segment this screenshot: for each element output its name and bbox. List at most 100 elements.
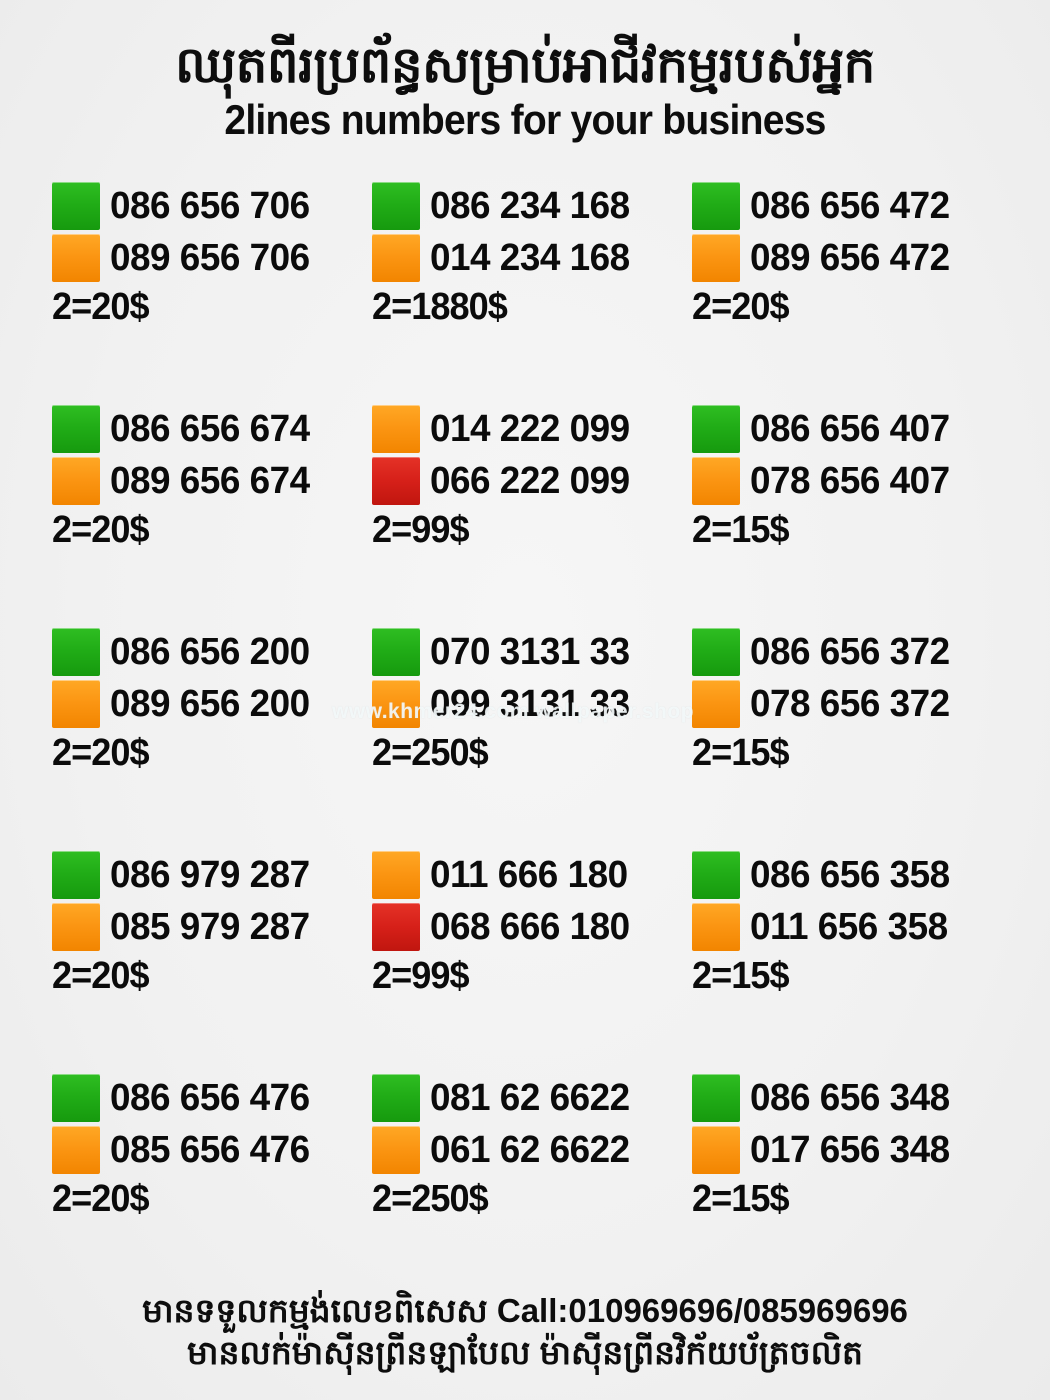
price-label: 2=20$	[51, 509, 150, 552]
price-label: 2=20$	[51, 732, 150, 775]
green-square-icon	[691, 405, 740, 454]
offer-number-line: 011 666 180	[371, 849, 692, 901]
orange-square-icon	[691, 457, 740, 506]
offer-cell[interactable]: 011 666 180 068 666 180 2=99$	[371, 843, 692, 1066]
phone-number: 086 656 407	[749, 407, 950, 450]
offer-cell[interactable]: 086 656 706 089 656 706 2=20$	[51, 174, 372, 397]
phone-number: 070 3131 33	[429, 630, 630, 673]
footer-contact-line: មានទទួលកម្មង់លេខពិសេស Call:010969696/085…	[142, 1291, 908, 1329]
phone-number: 089 656 706	[109, 236, 310, 279]
poster-header: ឈុតពីរប្រព័ន្ធសម្រាប់អាជីវកម្មរបស់អ្នក 2…	[0, 38, 1050, 144]
page-title-khmer: ឈុតពីរប្រព័ន្ធសម្រាប់អាជីវកម្មរបស់អ្នក	[175, 37, 875, 93]
offer-cell[interactable]: 086 656 358 011 656 358 2=15$	[691, 843, 1012, 1066]
phone-number: 068 666 180	[429, 905, 630, 948]
offer-number-line: 011 656 358	[691, 901, 1012, 953]
orange-square-icon	[371, 234, 420, 283]
phone-number: 086 656 472	[749, 184, 950, 227]
offer-number-line: 089 656 674	[51, 455, 372, 507]
offer-cell[interactable]: 086 234 168 014 234 168 2=1880$	[371, 174, 692, 397]
offer-cell[interactable]: 086 656 407 078 656 407 2=15$	[691, 397, 1012, 620]
phone-number: 086 656 358	[749, 853, 950, 896]
red-square-icon	[371, 457, 420, 506]
offer-number-line: 089 656 200	[51, 678, 372, 730]
offer-number-line: 086 656 348	[691, 1072, 1012, 1124]
green-square-icon	[371, 628, 420, 677]
offer-cell[interactable]: 086 656 674 089 656 674 2=20$	[51, 397, 372, 620]
orange-square-icon	[691, 680, 740, 729]
price-label: 2=250$	[371, 1178, 489, 1221]
price-label: 2=15$	[691, 955, 790, 998]
offer-number-line: 086 979 287	[51, 849, 372, 901]
phone-number: 066 222 099	[429, 459, 630, 502]
phone-number: 086 656 476	[109, 1076, 310, 1119]
offer-cell[interactable]: 014 222 099 066 222 099 2=99$	[371, 397, 692, 620]
orange-square-icon	[371, 680, 420, 729]
offer-number-line: 085 979 287	[51, 901, 372, 953]
offer-cell[interactable]: 081 62 6622 061 62 6622 2=250$	[371, 1066, 692, 1289]
phone-number: 086 656 706	[109, 184, 310, 227]
green-square-icon	[51, 851, 100, 900]
phone-number: 086 656 674	[109, 407, 310, 450]
offer-cell[interactable]: 086 656 348 017 656 348 2=15$	[691, 1066, 1012, 1289]
phone-number: 086 656 348	[749, 1076, 950, 1119]
page-title-english: 2lines numbers for your business	[224, 96, 826, 143]
orange-square-icon	[51, 234, 100, 283]
offer-number-line: 085 656 476	[51, 1124, 372, 1176]
price-label: 2=99$	[371, 955, 470, 998]
offer-cell[interactable]: 086 656 200 089 656 200 2=20$	[51, 620, 372, 843]
offer-number-line: 086 656 706	[51, 180, 372, 232]
offer-cell[interactable]: 086 656 372 078 656 372 2=15$	[691, 620, 1012, 843]
poster-footer: មានទទួលកម្មង់លេខពិសេស Call:010969696/085…	[0, 1290, 1050, 1400]
footer-services-line: មានលក់ម៉ាស៊ីនព្រីនឡាបែល ម៉ាស៊ីនព្រីនវិក័…	[187, 1333, 863, 1371]
green-square-icon	[51, 628, 100, 677]
orange-square-icon	[51, 903, 100, 952]
offer-number-line: 078 656 407	[691, 455, 1012, 507]
phone-number: 014 222 099	[429, 407, 630, 450]
phone-number: 011 666 180	[429, 853, 628, 896]
price-label: 2=15$	[691, 509, 790, 552]
phone-number: 085 656 476	[109, 1128, 310, 1171]
phone-number: 017 656 348	[749, 1128, 950, 1171]
price-label: 2=20$	[51, 955, 150, 998]
offer-number-line: 086 656 476	[51, 1072, 372, 1124]
offer-number-line: 099 3131 33	[371, 678, 692, 730]
offer-number-line: 014 234 168	[371, 232, 692, 284]
phone-number: 011 656 358	[749, 905, 948, 948]
offers-grid: 086 656 706 089 656 706 2=20$ 086 234 168 01…	[0, 174, 1050, 1289]
offer-cell[interactable]: 086 656 476 085 656 476 2=20$	[51, 1066, 372, 1289]
price-label: 2=20$	[51, 1178, 150, 1221]
offer-number-line: 061 62 6622	[371, 1124, 692, 1176]
offer-number-line: 078 656 372	[691, 678, 1012, 730]
price-label: 2=20$	[691, 286, 790, 329]
phone-number: 085 979 287	[109, 905, 310, 948]
phone-number: 099 3131 33	[429, 682, 630, 725]
phone-number: 086 234 168	[429, 184, 630, 227]
phone-number: 086 979 287	[109, 853, 310, 896]
offer-number-line: 086 656 407	[691, 403, 1012, 455]
offer-number-line: 014 222 099	[371, 403, 692, 455]
offer-number-line: 068 666 180	[371, 901, 692, 953]
orange-square-icon	[691, 1126, 740, 1175]
price-label: 2=99$	[371, 509, 470, 552]
orange-square-icon	[51, 457, 100, 506]
orange-square-icon	[371, 1126, 420, 1175]
offer-cell[interactable]: 070 3131 33 099 3131 33 2=250$	[371, 620, 692, 843]
phone-number: 089 656 472	[749, 236, 950, 279]
phone-number: 078 656 407	[749, 459, 950, 502]
phone-number: 014 234 168	[429, 236, 630, 279]
offer-number-line: 089 656 472	[691, 232, 1012, 284]
red-square-icon	[371, 903, 420, 952]
offer-cell[interactable]: 086 979 287 085 979 287 2=20$	[51, 843, 372, 1066]
offer-number-line: 086 656 674	[51, 403, 372, 455]
phone-number: 081 62 6622	[429, 1076, 630, 1119]
offer-number-line: 081 62 6622	[371, 1072, 692, 1124]
price-label: 2=250$	[371, 732, 489, 775]
offer-number-line: 070 3131 33	[371, 626, 692, 678]
green-square-icon	[51, 182, 100, 231]
offer-cell[interactable]: 086 656 472 089 656 472 2=20$	[691, 174, 1012, 397]
phone-number: 061 62 6622	[429, 1128, 630, 1171]
green-square-icon	[691, 628, 740, 677]
price-label: 2=15$	[691, 1178, 790, 1221]
green-square-icon	[691, 182, 740, 231]
orange-square-icon	[371, 851, 420, 900]
